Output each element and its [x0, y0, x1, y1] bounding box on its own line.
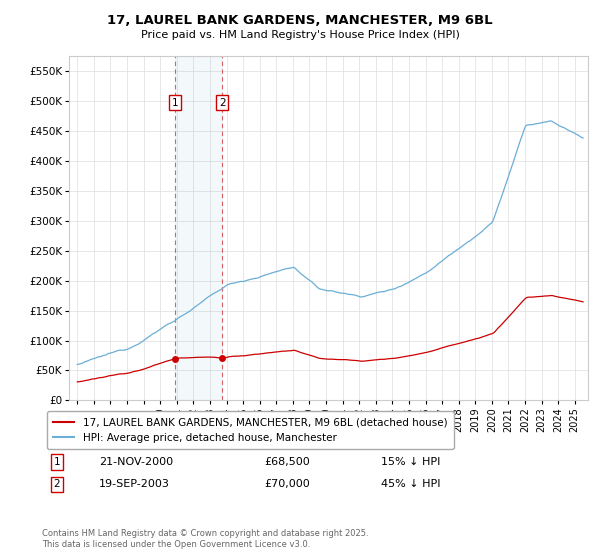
Text: Contains HM Land Registry data © Crown copyright and database right 2025.
This d: Contains HM Land Registry data © Crown c…: [42, 529, 368, 549]
Text: £68,500: £68,500: [264, 457, 310, 467]
Text: 2: 2: [53, 479, 61, 489]
Text: 21-NOV-2000: 21-NOV-2000: [99, 457, 173, 467]
Text: 2: 2: [219, 97, 226, 108]
Text: 1: 1: [172, 97, 178, 108]
Text: 19-SEP-2003: 19-SEP-2003: [99, 479, 170, 489]
Text: 1: 1: [53, 457, 61, 467]
Legend: 17, LAUREL BANK GARDENS, MANCHESTER, M9 6BL (detached house), HPI: Average price: 17, LAUREL BANK GARDENS, MANCHESTER, M9 …: [47, 411, 454, 449]
Text: £70,000: £70,000: [264, 479, 310, 489]
Text: 17, LAUREL BANK GARDENS, MANCHESTER, M9 6BL: 17, LAUREL BANK GARDENS, MANCHESTER, M9 …: [107, 14, 493, 27]
Text: 45% ↓ HPI: 45% ↓ HPI: [381, 479, 440, 489]
Text: 15% ↓ HPI: 15% ↓ HPI: [381, 457, 440, 467]
Text: Price paid vs. HM Land Registry's House Price Index (HPI): Price paid vs. HM Land Registry's House …: [140, 30, 460, 40]
Bar: [175, 56, 223, 400]
